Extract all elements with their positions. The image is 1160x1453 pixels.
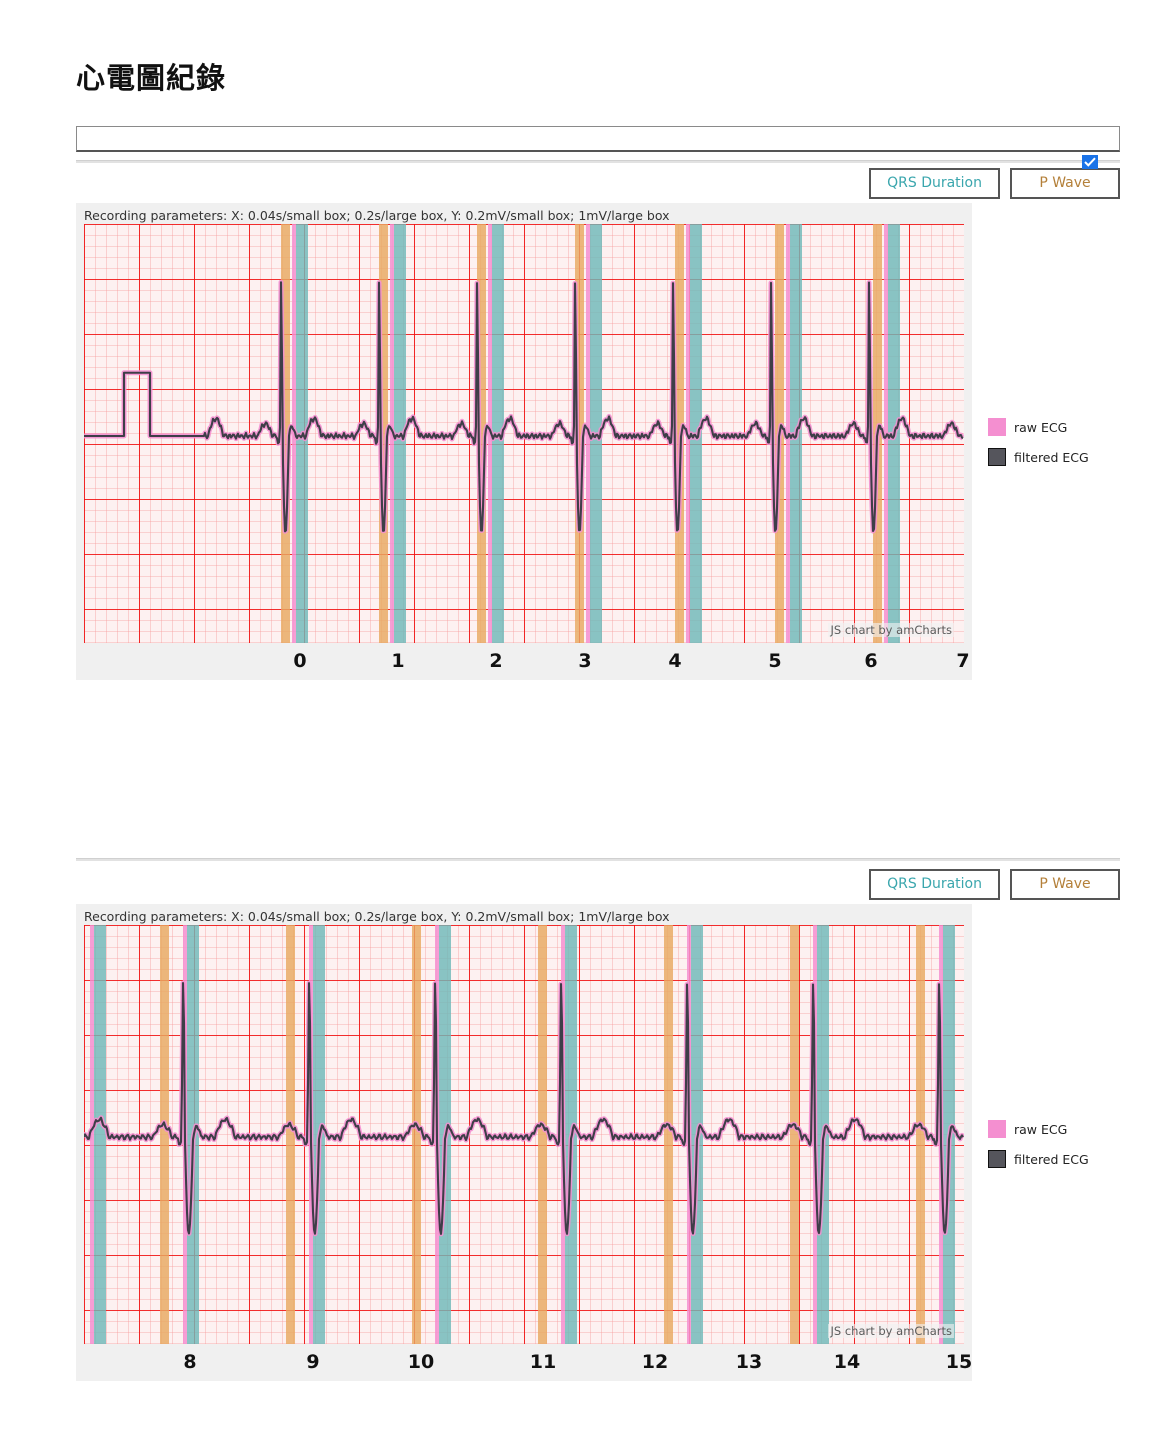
x-tick: 12 (641, 1351, 669, 1373)
x-axis-2: 8 9 10 11 12 13 14 15 (84, 1345, 972, 1385)
divider-middle (76, 858, 1120, 861)
x-tick: 9 (306, 1351, 320, 1373)
section-2-button-bar: QRS Duration P Wave (869, 869, 1120, 901)
x-tick: 5 (768, 650, 782, 672)
chart-legend-2: raw ECG filtered ECG (988, 1120, 1089, 1180)
x-tick: 15 (945, 1351, 973, 1373)
amcharts-watermark-1: JS chart by amCharts (828, 623, 954, 637)
p-wave-button[interactable]: P Wave (1010, 168, 1120, 200)
legend-label: raw ECG (1014, 1121, 1068, 1137)
raw-ecg-swatch (988, 1120, 1006, 1138)
ecg-chart-panel-2: Recording parameters: X: 0.04s/small box… (76, 904, 972, 1381)
legend-label: raw ECG (1014, 419, 1068, 435)
search-input[interactable] (77, 127, 1119, 150)
chart-legend-1: raw ECG filtered ECG (988, 418, 1089, 478)
filtered-ecg-swatch (988, 448, 1006, 466)
raw-ecg-swatch (988, 418, 1006, 436)
x-tick: 3 (578, 650, 592, 672)
legend-item-filtered-ecg[interactable]: filtered ECG (988, 1150, 1089, 1168)
ecg-plot-1[interactable]: JS chart by amCharts (84, 224, 964, 643)
legend-item-filtered-ecg[interactable]: filtered ECG (988, 448, 1089, 466)
x-tick: 6 (864, 650, 878, 672)
ecg-plot-2[interactable]: JS chart by amCharts (84, 925, 964, 1344)
qrs-duration-button[interactable]: QRS Duration (869, 869, 1000, 901)
ecg-traces-2 (84, 980, 964, 1237)
section-1-button-bar: QRS Duration P Wave (869, 155, 1120, 200)
amcharts-watermark-2: JS chart by amCharts (828, 1324, 954, 1338)
x-axis-1: 0 1 2 3 4 5 6 7 (84, 644, 969, 684)
x-tick: 7 (956, 650, 970, 672)
ecg-chart-panel-1: Recording parameters: X: 0.04s/small box… (76, 203, 972, 680)
x-tick: 11 (529, 1351, 557, 1373)
ecg-svg-2 (84, 925, 964, 1344)
legend-item-raw-ecg[interactable]: raw ECG (988, 1120, 1089, 1138)
legend-item-raw-ecg[interactable]: raw ECG (988, 418, 1089, 436)
p-wave-checkbox[interactable] (1082, 155, 1098, 169)
qrs-duration-button[interactable]: QRS Duration (869, 168, 1000, 200)
x-tick: 10 (407, 1351, 435, 1373)
x-tick: 0 (293, 650, 307, 672)
x-tick: 14 (833, 1351, 861, 1373)
recording-parameters-1: Recording parameters: X: 0.04s/small box… (84, 208, 670, 223)
ecg-traces-1 (84, 279, 964, 534)
recording-parameters-2: Recording parameters: X: 0.04s/small box… (84, 909, 670, 924)
divider-top (76, 160, 1120, 163)
x-tick: 13 (735, 1351, 763, 1373)
legend-label: filtered ECG (1014, 1151, 1089, 1167)
page-title: 心電圖紀錄 (76, 61, 227, 95)
p-wave-button[interactable]: P Wave (1010, 869, 1120, 901)
ecg-svg-1 (84, 224, 964, 643)
x-tick: 2 (489, 650, 503, 672)
x-tick: 1 (391, 650, 405, 672)
x-tick: 4 (668, 650, 682, 672)
filtered-ecg-swatch (988, 1150, 1006, 1168)
search-input-wrapper[interactable] (76, 126, 1120, 152)
legend-label: filtered ECG (1014, 449, 1089, 465)
x-tick: 8 (183, 1351, 197, 1373)
